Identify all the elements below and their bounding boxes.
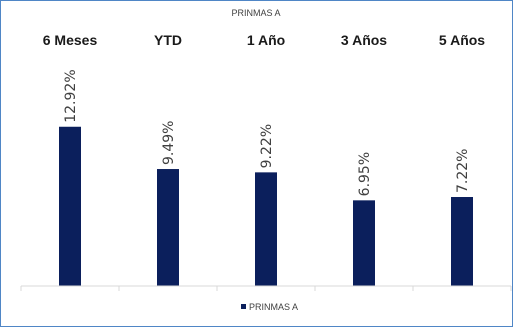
category-label: 5 Años [439, 32, 485, 48]
value-label: 9.49% [161, 121, 177, 165]
chart-title: PRINMAS A [231, 8, 280, 18]
x-axis [20, 285, 512, 291]
category-label: 1 Año [247, 32, 285, 48]
bar [157, 169, 179, 286]
value-label: 12.92% [63, 69, 79, 122]
category-label: 6 Meses [43, 32, 98, 48]
legend-swatch [241, 304, 246, 309]
value-label: 7.22% [455, 149, 471, 193]
bar [255, 172, 277, 286]
value-labels: 12.92% 9.49% 9.22% 6.95% 7.22% [63, 69, 471, 196]
value-label: 6.95% [357, 152, 373, 196]
legend-label: PRINMAS A [249, 302, 298, 312]
category-label: 3 Años [341, 32, 387, 48]
category-label: YTD [154, 32, 182, 48]
category-labels: 6 Meses YTD 1 Año 3 Años 5 Años [43, 32, 486, 48]
bar [353, 200, 375, 286]
bar [59, 126, 81, 287]
legend: PRINMAS A [241, 302, 298, 312]
bar [451, 197, 473, 286]
value-label: 9.22% [259, 124, 275, 168]
bars [59, 126, 473, 287]
